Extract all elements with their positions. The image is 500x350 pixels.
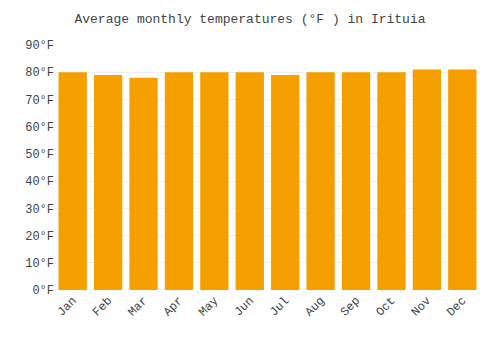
svg-text:80°F: 80°F — [25, 66, 54, 80]
svg-text:Average monthly temperatures (: Average monthly temperatures (°F ) in Ir… — [74, 12, 425, 27]
svg-text:Dec: Dec — [444, 294, 469, 319]
svg-text:Nov: Nov — [409, 294, 434, 319]
svg-text:Aug: Aug — [303, 294, 328, 319]
svg-text:May: May — [196, 294, 221, 319]
svg-text:30°F: 30°F — [25, 203, 54, 217]
svg-text:Feb: Feb — [90, 294, 115, 319]
svg-text:Jul: Jul — [267, 294, 292, 319]
svg-text:40°F: 40°F — [25, 175, 54, 189]
svg-text:Jan: Jan — [55, 294, 80, 319]
svg-text:20°F: 20°F — [25, 230, 54, 244]
svg-text:Oct: Oct — [373, 294, 398, 319]
svg-text:90°F: 90°F — [25, 39, 54, 53]
svg-text:60°F: 60°F — [25, 121, 54, 135]
svg-text:Mar: Mar — [125, 294, 150, 319]
svg-text:Jun: Jun — [232, 294, 257, 319]
svg-text:70°F: 70°F — [25, 94, 54, 108]
svg-text:10°F: 10°F — [25, 257, 54, 271]
svg-text:0°F: 0°F — [32, 284, 54, 298]
svg-text:Sep: Sep — [338, 294, 363, 319]
svg-text:Apr: Apr — [161, 294, 186, 319]
svg-text:50°F: 50°F — [25, 148, 54, 162]
